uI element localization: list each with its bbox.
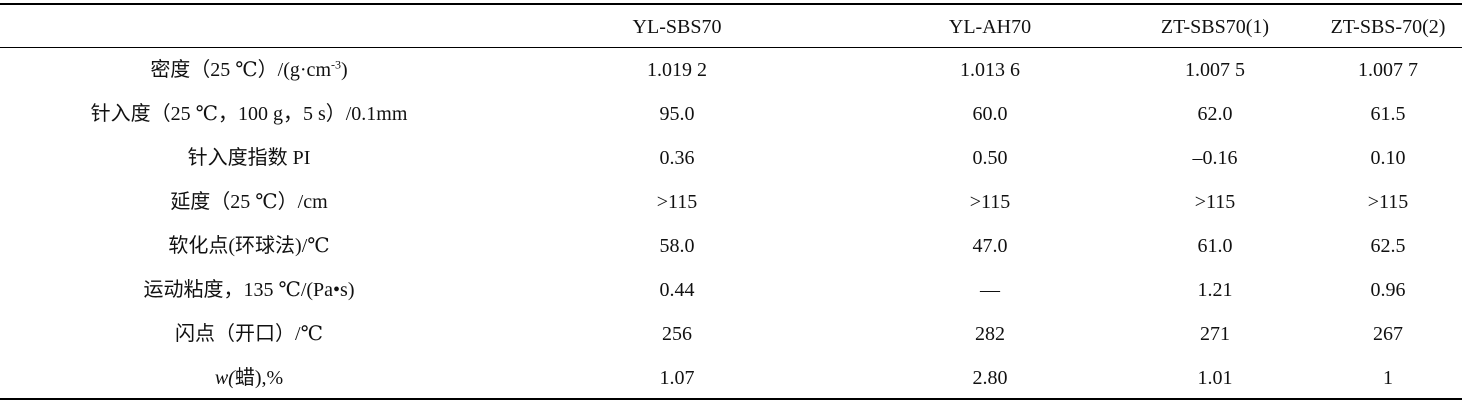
table-cell: 1.07 <box>659 367 695 389</box>
table-cell: 1.019 2 <box>647 59 707 81</box>
table-cell: >115 <box>1367 191 1409 213</box>
table-cell: 1 <box>1383 367 1393 389</box>
header-blank <box>49 5 449 49</box>
row-label: w(蜡),% <box>49 356 449 400</box>
table-cell: –0.16 <box>1192 147 1238 169</box>
row-label: 运动粘度，135 ℃/(Pa•s) <box>49 268 449 312</box>
table-cell: 95.0 <box>659 103 695 125</box>
table-cell: 256 <box>662 323 692 345</box>
bottom-rule <box>0 398 1462 400</box>
row-label-tail: ) <box>341 59 348 81</box>
header-rule <box>0 47 1462 48</box>
table-row: 软化点(环球法)/℃ 58.0 47.0 61.0 62.5 <box>0 224 1462 268</box>
row-label-text: 针入度指数 PI <box>187 147 311 169</box>
table-cell: 1.01 <box>1197 367 1233 389</box>
row-label-superscript: -3 <box>331 57 341 72</box>
table-row: 针入度（25 ℃，100 g，5 s）/0.1mm 95.0 60.0 62.0 61.… <box>0 92 1462 136</box>
table-cell: 1.013 6 <box>960 59 1020 81</box>
table-cell: 267 <box>1373 323 1403 345</box>
table-cell: 60.0 <box>972 103 1008 125</box>
header-col-4: ZT-SBS-70(2) <box>1330 16 1446 38</box>
table-cell: >115 <box>969 191 1011 213</box>
table-cell: 0.44 <box>659 279 695 301</box>
table-cell: 2.80 <box>972 367 1008 389</box>
row-label: 闪点（开口）/℃ <box>49 312 449 356</box>
table-row: 延度（25 ℃）/cm >115 >115 >115 >115 <box>0 180 1462 224</box>
table-cell: — <box>980 279 1000 301</box>
table-cell: 0.96 <box>1370 279 1406 301</box>
table-cell: 0.10 <box>1370 147 1406 169</box>
table-row: 运动粘度，135 ℃/(Pa•s) 0.44 — 1.21 0.96 <box>0 268 1462 312</box>
table-cell: 1.21 <box>1197 279 1233 301</box>
row-label-text: 闪点（开口）/℃ <box>175 323 323 345</box>
table-cell: 62.5 <box>1370 235 1406 257</box>
row-label: 软化点(环球法)/℃ <box>49 224 449 268</box>
header-row: YL-SBS70 YL-AH70 ZT-SBS70(1) ZT-SBS-70(2… <box>0 5 1462 49</box>
table-cell: 0.50 <box>972 147 1008 169</box>
row-label-text: 针入度（25 ℃，100 g，5 s）/0.1mm <box>90 103 408 125</box>
table-cell: 61.5 <box>1370 103 1406 125</box>
row-label-text: 运动粘度，135 ℃/(Pa•s) <box>143 279 355 301</box>
table-cell: 47.0 <box>972 235 1008 257</box>
table-row: w(蜡),% 1.07 2.80 1.01 1 <box>0 356 1462 400</box>
table-cell: 0.36 <box>659 147 695 169</box>
header-col-2: YL-AH70 <box>948 16 1032 38</box>
row-label-text: 延度（25 ℃）/cm <box>170 191 328 213</box>
table-row: 密度（25 ℃）/(g·cm-3) 1.019 2 1.013 6 1.007 5 1.… <box>0 48 1462 92</box>
table-cell: 1.007 5 <box>1185 59 1245 81</box>
row-label: 针入度指数 PI <box>49 136 449 180</box>
row-label: 延度（25 ℃）/cm <box>49 180 449 224</box>
row-label-text: 密度（25 ℃）/(g·cm <box>150 59 331 81</box>
row-label-text: 软化点(环球法)/℃ <box>168 235 330 257</box>
row-label: 针入度（25 ℃，100 g，5 s）/0.1mm <box>49 92 449 136</box>
table-cell: 271 <box>1200 323 1230 345</box>
header-col-3: ZT-SBS70(1) <box>1160 16 1270 38</box>
table-cell: >115 <box>656 191 698 213</box>
table-cell: >115 <box>1194 191 1236 213</box>
table-row: 针入度指数 PI 0.36 0.50 –0.16 0.10 <box>0 136 1462 180</box>
table-cell: 58.0 <box>659 235 695 257</box>
table-cell: 62.0 <box>1197 103 1233 125</box>
header-col-1: YL-SBS70 <box>632 16 722 38</box>
table-cell: 61.0 <box>1197 235 1233 257</box>
row-label: 密度（25 ℃）/(g·cm-3) <box>49 48 449 92</box>
table-cell: 282 <box>975 323 1005 345</box>
table-row: 闪点（开口）/℃ 256 282 271 267 <box>0 312 1462 356</box>
top-rule <box>0 3 1462 5</box>
table-cell: 1.007 7 <box>1358 59 1418 81</box>
row-label-text: w(蜡),% <box>214 367 284 389</box>
